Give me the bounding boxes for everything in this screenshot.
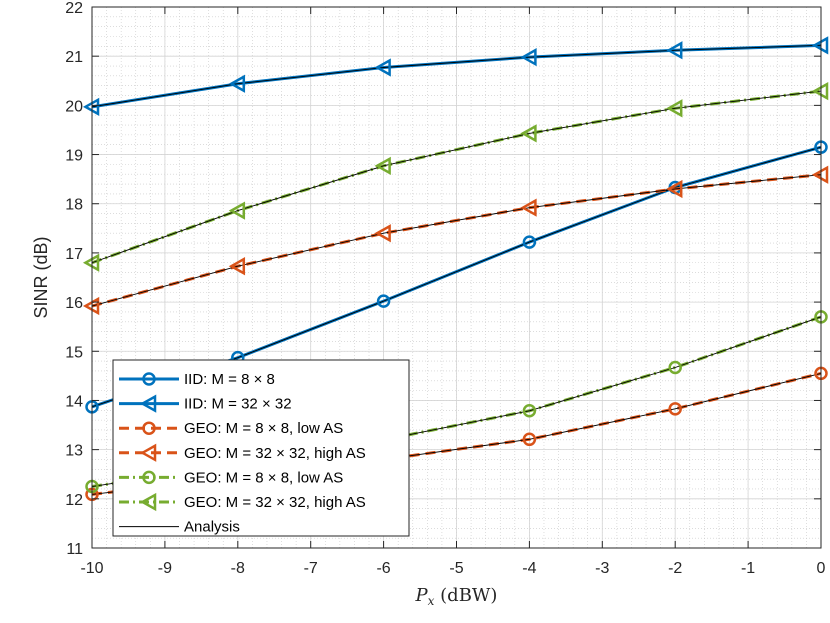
x-tick-label: -6 [376,560,390,577]
legend-marker-2 [139,394,157,413]
series-4-point [666,179,683,199]
legend-marker-1 [142,372,156,386]
x-tick-label: -9 [158,560,172,577]
series-2-analysis-line [91,44,822,108]
legend-entry-1: IID: M = 8 × 8 [119,371,275,388]
series-6-point [520,124,537,143]
x-axis-label-main: P [415,585,429,606]
x-tick-label: -8 [231,560,245,577]
legend-label-7: Analysis [184,519,240,536]
x-tick-label: -2 [668,560,682,577]
x-axis-label-sub: x [428,594,435,608]
y-tick-label: 21 [65,49,83,66]
y-tick-label: 20 [65,98,83,115]
y-tick-label: 17 [65,246,83,263]
legend-marker-6 [139,492,157,512]
legend-entry-7: Analysis [119,519,240,536]
series-2-point [520,48,537,67]
x-axis-label: Px (dBW) [415,585,498,608]
axes: -10 -9 -8 -7 -6 -5 -4 -3 -2 -1 0111213141516171819… [65,0,825,577]
legend-box [112,359,410,537]
series-4-point [374,224,391,243]
series-2-point [666,41,683,60]
series-6-point [666,99,683,118]
legend-label-3: GEO: M = 8 × 8, low AS [184,420,343,437]
y-tick-label: 18 [65,197,83,214]
y-tick-label: 12 [65,492,83,509]
y-tick-label: 14 [65,393,83,410]
series-6-point [374,156,391,175]
legend-label-4: GEO: M = 32 × 32, high AS [184,445,366,462]
legend-entry-2: IID: M = 32 × 32 [119,394,292,413]
x-tick-label: -5 [449,560,463,577]
series-2-point [374,58,391,77]
legend-label-6: GEO: M = 32 × 32, high AS [184,494,366,511]
legend-marker-3 [142,421,156,435]
legend-marker-5 [142,470,156,485]
legend: IID: M = 8 × 8 IID: M = 32 × 32 GEO: M = 8… [112,359,410,537]
series-3-point [668,402,682,416]
x-tick-label: -7 [304,560,318,577]
y-tick-label: 19 [65,148,83,165]
series-2-point [228,74,246,93]
y-tick-label: 13 [65,443,83,460]
series-5-point [668,360,682,375]
legend-label-1: IID: M = 8 × 8 [184,371,275,388]
series-4-point [228,257,246,276]
x-tick-label: -3 [595,560,609,577]
legend-label-2: IID: M = 32 × 32 [184,396,292,413]
series-3-point [522,432,537,447]
x-tick-label: -10 [80,560,103,577]
y-tick-label: 16 [65,295,83,312]
y-tick-label: 11 [66,541,83,558]
x-tick-label: -1 [741,560,755,577]
x-axis-label-unit: (dBW) [434,585,497,606]
series-4-analysis-line [91,174,822,307]
x-tick-label: 0 [817,560,826,577]
series-6-point [228,201,246,220]
legend-entry-5: GEO: M = 8 × 8, low AS [119,469,343,486]
legend-entry-4: GEO: M = 32 × 32, high AS [119,443,366,462]
series-1-point [376,294,391,308]
legend-label-5: GEO: M = 8 × 8, low AS [184,469,343,486]
series-1-point [522,235,537,249]
series-6-analysis-line [91,90,822,264]
legend-marker-4 [139,443,157,462]
legend-entry-6: GEO: M = 32 × 32, high AS [119,492,366,512]
y-tick-label: 22 [65,0,83,17]
y-axis-label: SINR (dB) [31,236,51,318]
legend-entry-3: GEO: M = 8 × 8, low AS [119,420,343,437]
y-tick-label: 15 [65,344,83,361]
series-4-point [520,198,537,217]
x-tick-label: -4 [522,560,536,577]
series-5-point [522,404,537,418]
